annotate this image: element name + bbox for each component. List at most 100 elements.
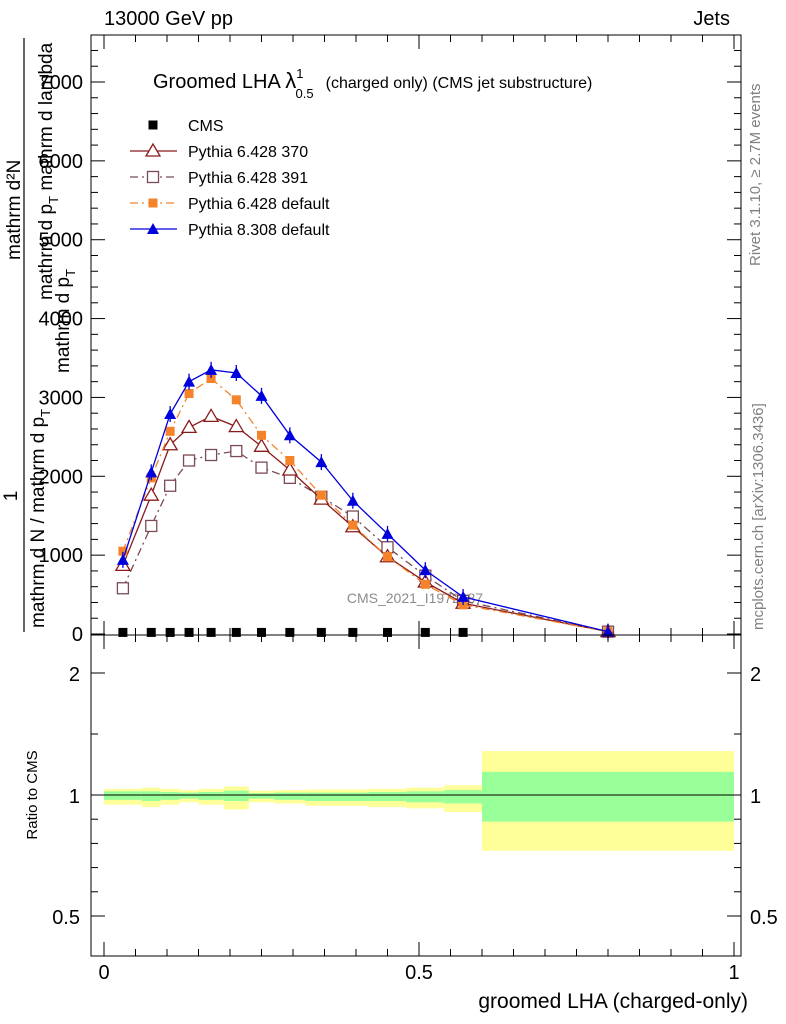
data-point — [283, 429, 296, 441]
ratio-axis-ticks: 0.5 0.5 1 1 2 2 0 0.5 1 — [52, 635, 778, 984]
data-point — [458, 627, 468, 637]
legend-label: Pythia 6.428 391 — [188, 170, 308, 187]
y-tick-label: 2000 — [39, 466, 84, 488]
x-tick-label: 0.5 — [405, 962, 433, 984]
data-point — [602, 625, 614, 637]
data-point — [204, 448, 218, 462]
ratio-y-tick-label-right: 1 — [750, 786, 761, 808]
y-tick-label: 5000 — [39, 230, 84, 252]
inner-band — [482, 771, 734, 822]
legend-label: Pythia 8.308 default — [188, 222, 330, 239]
legend-entry: Pythia 6.428 391 — [130, 170, 308, 187]
ylabel-denominator: mathrm d N / mathrm d pT — [28, 409, 53, 628]
legend-marker — [148, 198, 158, 208]
y-tick-label: 4000 — [39, 309, 84, 331]
ratio-y-tick-label: 2 — [69, 664, 80, 686]
main-ylabel: 1 mathrm d²N mathrm d pT mathrm d lambda… — [1, 38, 78, 632]
inner-band — [198, 791, 224, 800]
x-tick-label: 0 — [98, 962, 109, 984]
mcplots-label: mcplots.cern.ch [arXiv:1306.3436] — [750, 403, 767, 630]
inner-band — [368, 791, 407, 802]
data-point — [165, 627, 175, 637]
data-point — [165, 426, 175, 436]
data-point — [230, 366, 243, 378]
legend-label: Pythia 6.428 default — [188, 196, 330, 213]
data-point — [231, 395, 241, 405]
data-point — [316, 627, 326, 637]
inner-band — [104, 791, 142, 800]
data-point — [255, 389, 268, 401]
legend-label: CMS — [188, 118, 224, 135]
data-point — [348, 520, 358, 530]
legend-entry: Pythia 6.428 370 — [130, 142, 308, 161]
legend-marker — [147, 223, 159, 234]
inner-band — [141, 791, 161, 802]
y-tick-label: 0 — [72, 624, 83, 646]
data-point — [281, 461, 298, 476]
data-point — [285, 456, 295, 466]
ratio-ylabel: Ratio to CMS — [24, 750, 41, 839]
data-point — [118, 627, 128, 637]
data-point — [253, 438, 270, 452]
header-left: 13000 GeV pp — [104, 8, 233, 30]
data-point — [230, 444, 243, 458]
ratio-y-tick-label: 0.5 — [52, 907, 80, 929]
data-point — [116, 582, 130, 595]
data-point — [202, 408, 220, 423]
series-line — [122, 377, 609, 633]
ratio-y-tick-label-right: 0.5 — [750, 907, 778, 929]
data-point — [163, 479, 177, 492]
data-point — [420, 579, 430, 589]
ylabel-den-tail: mathrm d pT — [53, 269, 78, 373]
ylabel-one: 1 — [1, 491, 22, 502]
data-point — [146, 627, 156, 637]
legend: CMS Pythia 6.428 370 Pythia 6.428 391 Pythi… — [130, 118, 330, 239]
y-tick-label: 7000 — [39, 72, 84, 94]
data-point — [285, 627, 295, 637]
ratio-plot-panel: 0.5 0.5 1 1 2 2 0 0.5 1 Ratio to CMS groomed LHA… — [24, 634, 778, 1013]
ratio-y-tick-label-right: 2 — [750, 664, 761, 686]
series-cms — [118, 627, 468, 637]
legend-entry: Pythia 6.428 default — [130, 196, 330, 213]
data-point — [231, 627, 241, 637]
data-point — [419, 564, 432, 576]
data-point — [162, 436, 179, 451]
series-line — [122, 415, 609, 633]
rivet-label: Rivet 3.1.10, ≥ 2.7M events — [747, 84, 764, 267]
y-tick-label: 6000 — [39, 151, 84, 173]
data-point — [183, 375, 196, 387]
data-point — [257, 627, 266, 637]
data-point — [228, 418, 245, 433]
inner-band — [406, 791, 445, 803]
inner-band — [160, 791, 180, 800]
data-point — [184, 627, 194, 637]
data-point — [457, 590, 470, 602]
series-line — [122, 369, 609, 633]
data-point — [116, 553, 129, 565]
header-right: Jets — [693, 8, 730, 30]
data-point — [381, 527, 394, 539]
inner-band — [305, 792, 338, 802]
main-series-group — [114, 361, 617, 640]
series-pythia-8-308-default — [116, 361, 614, 640]
data-point — [255, 461, 268, 474]
x-tick-label: 1 — [728, 962, 739, 984]
watermark: CMS_2021_I1972987 — [347, 590, 483, 606]
legend-label: Pythia 6.428 370 — [188, 144, 308, 161]
data-point — [184, 388, 194, 398]
ratio-uncertainty-bands — [104, 751, 734, 851]
inner-band — [337, 792, 369, 802]
data-point — [118, 546, 128, 556]
ylabel-num-frac: mathrm d pT mathrm d lambda — [36, 42, 61, 300]
data-point — [180, 419, 198, 434]
series-pythia-6-428-391 — [116, 444, 615, 638]
data-point — [316, 490, 326, 500]
data-point — [206, 627, 216, 637]
data-point — [346, 494, 359, 506]
main-plot-panel: 0 1000 2000 3000 4000 5000 6000 7000 CMS_2021_I… — [39, 34, 742, 646]
data-point — [143, 486, 160, 501]
ylabel-numerator: mathrm d²N — [4, 160, 25, 260]
legend-marker — [146, 170, 160, 184]
chart-title: Groomed LHA λ1 0.5(charged only) (CMS jet… — [153, 66, 592, 101]
